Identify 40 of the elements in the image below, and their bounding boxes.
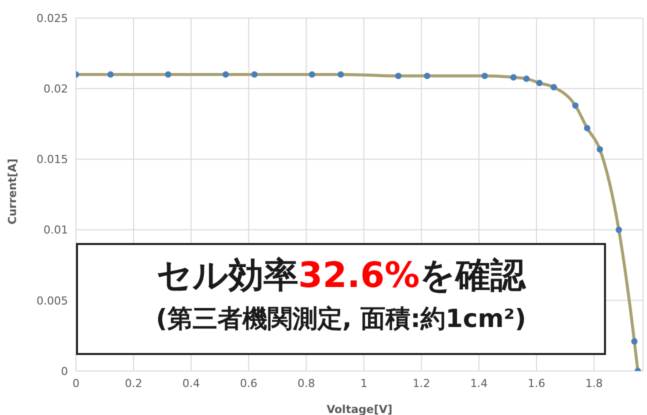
y-tick-label: 0 <box>61 364 68 378</box>
annotation: (第三者機関測定, 面積:約1cm²) <box>154 303 528 335</box>
x-tick-label: 1 <box>360 376 368 390</box>
x-tick-label: 1.8 <box>585 376 603 390</box>
point <box>523 76 530 82</box>
point <box>222 71 229 78</box>
point <box>424 72 430 80</box>
x-axis-title: Voltage[V] <box>326 403 392 415</box>
x-tick-label: 0 <box>72 376 80 390</box>
y-tick-label: 0.005 <box>36 294 68 308</box>
point <box>482 72 488 80</box>
annotation: セル効率32.6%を確認 <box>156 256 526 296</box>
point <box>395 72 402 80</box>
x-tick-label: 1.6 <box>528 376 546 390</box>
point <box>510 74 517 81</box>
point <box>572 102 579 109</box>
point <box>550 84 557 90</box>
point <box>251 71 258 78</box>
point <box>584 124 590 132</box>
point <box>631 338 638 345</box>
point <box>107 71 114 78</box>
y-tick-label: 0.02 <box>44 82 68 96</box>
line-series <box>76 72 640 371</box>
point <box>164 71 172 78</box>
x-tick-label: 0.6 <box>240 376 258 390</box>
y-tick-label: 0.01 <box>44 224 68 237</box>
x-tick-label: 0.4 <box>182 376 200 390</box>
point <box>596 146 604 153</box>
point <box>308 71 316 78</box>
point <box>536 80 543 86</box>
point <box>616 226 622 233</box>
x-tick-label: 0.2 <box>124 376 142 390</box>
y-tick-label: 0.025 <box>36 12 68 25</box>
x-tick-label: 1.4 <box>470 376 488 390</box>
x-tick-label: 0.8 <box>298 376 316 390</box>
callout-box: セル効率32.6%を確認 (第三者機関測定, 面積:約1cm²) <box>76 243 606 355</box>
y-tick-label: 0.015 <box>36 153 68 166</box>
x-tick-label: 1.2 <box>412 376 430 390</box>
point <box>338 71 344 78</box>
y-axis-title: Current[A] <box>6 158 19 224</box>
